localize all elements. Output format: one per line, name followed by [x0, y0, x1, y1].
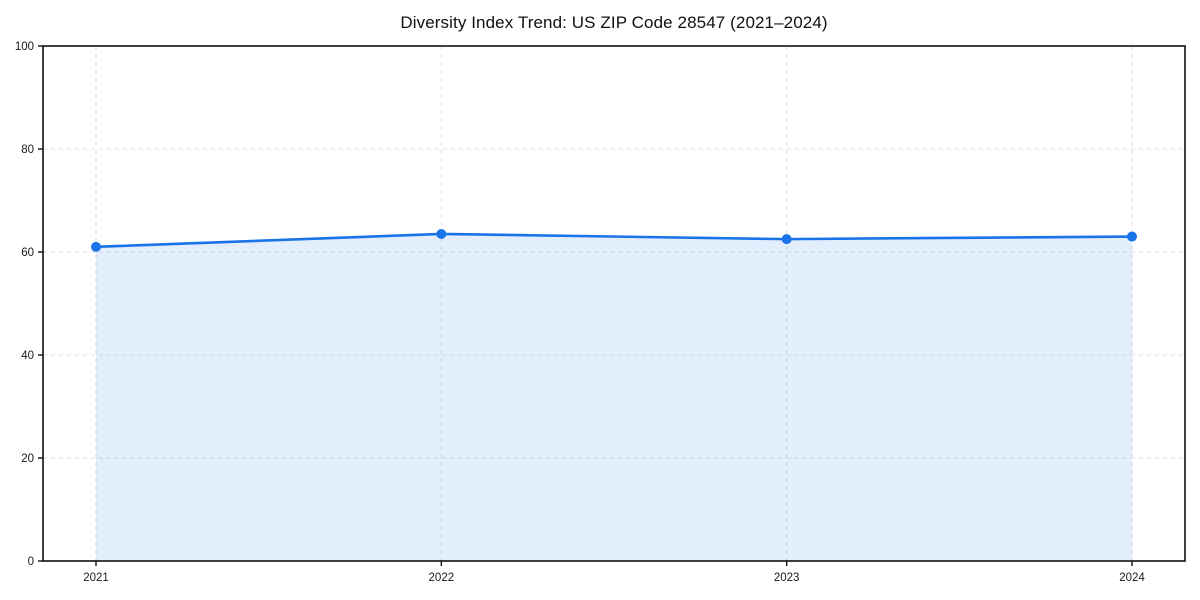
area-fill: [96, 233, 1132, 561]
y-tick-label: 40: [21, 350, 34, 362]
chart-title: Diversity Index Trend: US ZIP Code 28547…: [400, 13, 828, 32]
trend-line: [94, 232, 1134, 249]
x-tick-label: 2024: [1119, 572, 1145, 584]
x-tick-label: 2021: [83, 572, 109, 584]
y-tick-label: 80: [21, 144, 34, 156]
y-tick-label: 100: [15, 41, 34, 53]
data-point-2022: [436, 228, 447, 239]
y-tick-label: 60: [21, 247, 34, 259]
data-point-2024: [1127, 231, 1137, 242]
data-point-2023: [781, 234, 792, 245]
data-point-2021: [91, 241, 101, 252]
x-tick-label: 2023: [774, 572, 800, 584]
axes-spines: [42, 45, 1186, 562]
x-tick-label: 2022: [429, 572, 455, 584]
y-tick-label: 0: [28, 556, 34, 568]
y-tick-label: 20: [21, 453, 34, 465]
